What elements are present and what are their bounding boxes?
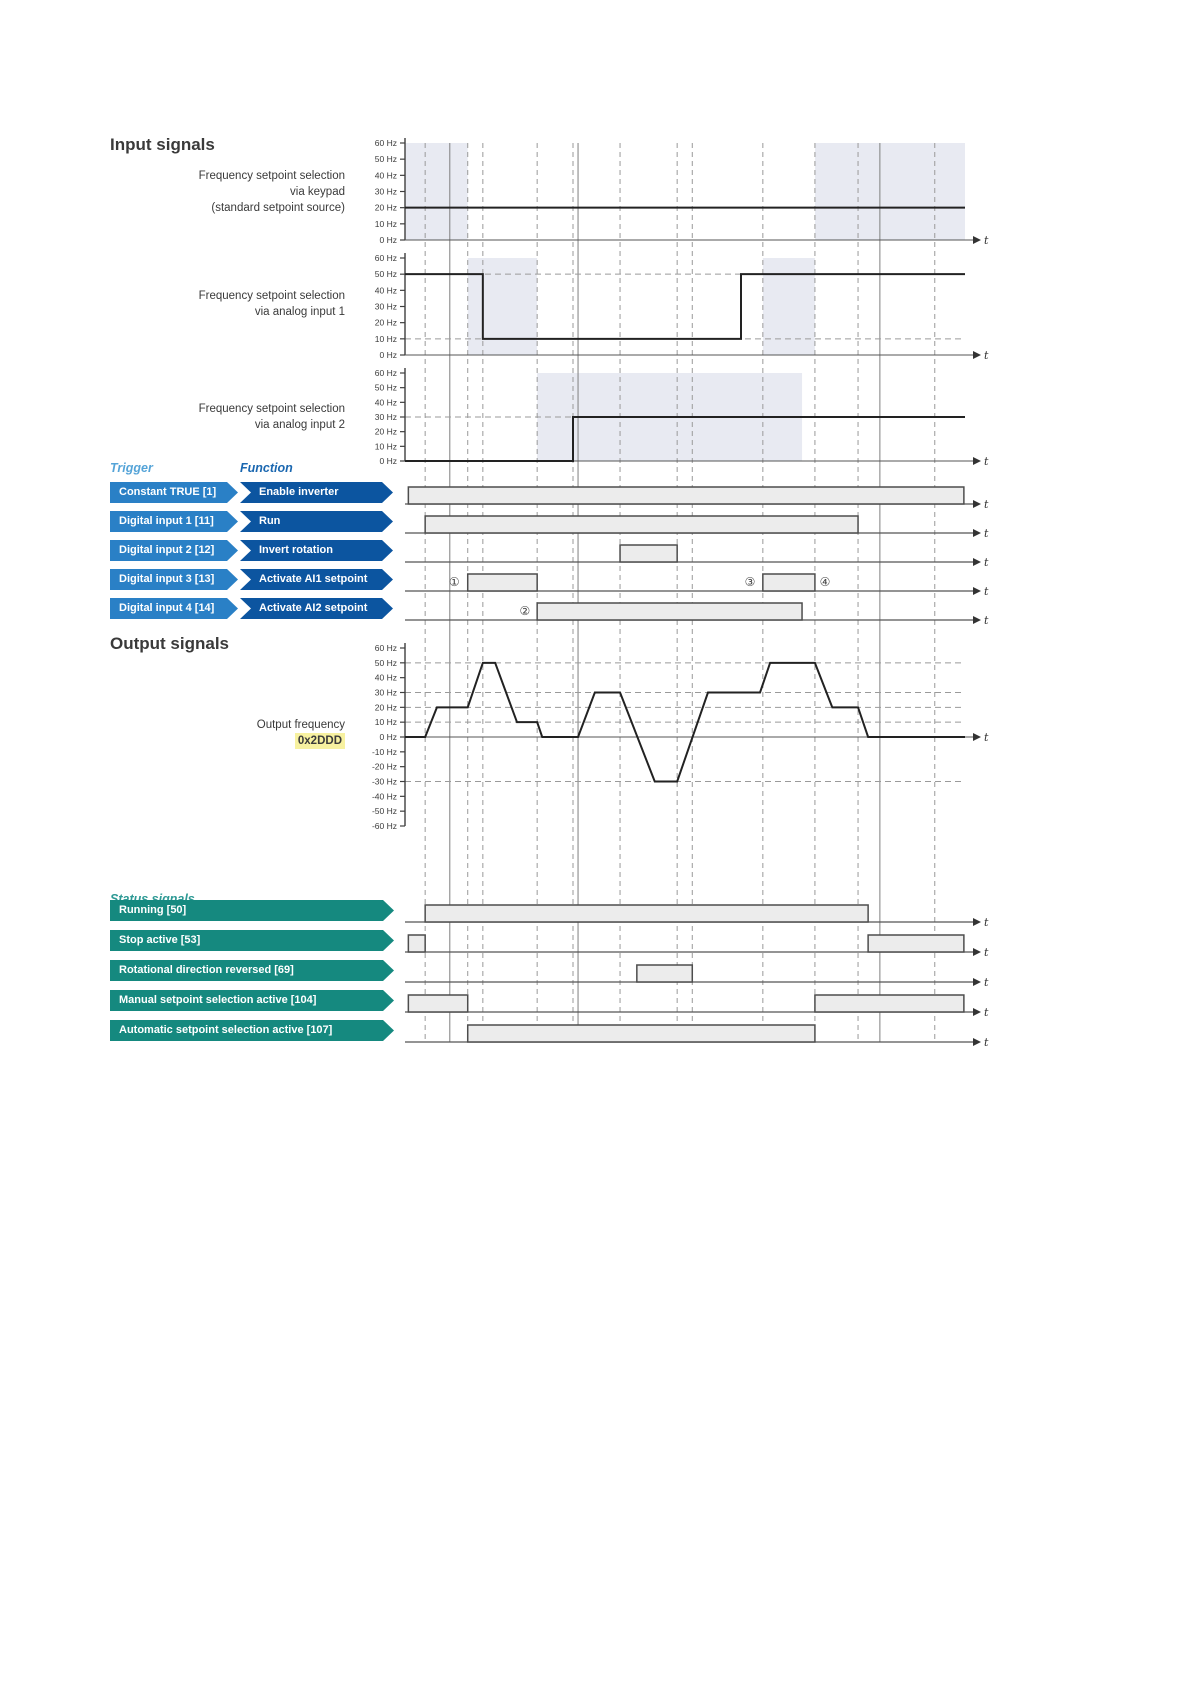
status-stop-active: Stop active [53]: [110, 930, 394, 951]
label-line: Frequency setpoint selection: [198, 170, 345, 182]
svg-text:t: t: [984, 1036, 989, 1049]
svg-text:③: ③: [745, 575, 756, 589]
svg-text:60 Hz: 60 Hz: [375, 253, 397, 263]
label-line: via analog input 1: [254, 306, 345, 318]
svg-text:50 Hz: 50 Hz: [375, 383, 397, 393]
svg-text:t: t: [984, 455, 989, 468]
parameter-code-badge: 0x2DDD: [294, 733, 345, 749]
svg-text:t: t: [984, 946, 989, 959]
svg-text:-60 Hz: -60 Hz: [372, 821, 397, 831]
keypad-setpoint-label: Frequency setpoint selection via keypad …: [100, 168, 345, 216]
svg-text:0 Hz: 0 Hz: [380, 350, 397, 360]
svg-text:20 Hz: 20 Hz: [375, 203, 397, 213]
svg-text:-20 Hz: -20 Hz: [372, 762, 397, 772]
trigger-constant-true: Constant TRUE [1]: [110, 482, 238, 503]
trigger-digital-input-4: Digital input 4 [14]: [110, 598, 238, 619]
svg-text:30 Hz: 30 Hz: [375, 302, 397, 312]
svg-text:①: ①: [449, 575, 460, 589]
trigger-column-heading: Trigger: [110, 461, 153, 475]
svg-text:30 Hz: 30 Hz: [375, 187, 397, 197]
input-signals-heading: Input signals: [110, 135, 215, 154]
svg-text:20 Hz: 20 Hz: [375, 702, 397, 712]
svg-text:-10 Hz: -10 Hz: [372, 747, 397, 757]
svg-text:50 Hz: 50 Hz: [375, 154, 397, 164]
svg-text:④: ④: [820, 575, 831, 589]
label-line: Frequency setpoint selection: [198, 290, 345, 302]
svg-text:0 Hz: 0 Hz: [380, 456, 397, 466]
function-run: Run: [240, 511, 393, 532]
svg-text:10 Hz: 10 Hz: [375, 219, 397, 229]
label-line: via analog input 2: [254, 419, 345, 431]
svg-text:t: t: [984, 527, 989, 540]
label-line: via keypad: [290, 186, 345, 198]
svg-text:t: t: [984, 976, 989, 989]
function-activate-ai2-setpoint: Activate AI2 setpoint: [240, 598, 393, 619]
trigger-digital-input-3: Digital input 3 [13]: [110, 569, 238, 590]
svg-text:t: t: [984, 916, 989, 929]
output-signals-heading: Output signals: [110, 634, 229, 653]
svg-text:60 Hz: 60 Hz: [375, 643, 397, 653]
svg-text:0 Hz: 0 Hz: [380, 235, 397, 245]
function-activate-ai1-setpoint: Activate AI1 setpoint: [240, 569, 393, 590]
trigger-digital-input-2: Digital input 2 [12]: [110, 540, 238, 561]
status-manual-setpoint-active: Manual setpoint selection active [104]: [110, 990, 394, 1011]
svg-text:30 Hz: 30 Hz: [375, 688, 397, 698]
svg-text:30 Hz: 30 Hz: [375, 412, 397, 422]
svg-text:10 Hz: 10 Hz: [375, 441, 397, 451]
svg-text:10 Hz: 10 Hz: [375, 717, 397, 727]
svg-text:t: t: [984, 585, 989, 598]
label-line: (standard setpoint source): [211, 202, 345, 214]
svg-text:40 Hz: 40 Hz: [375, 170, 397, 180]
analog-input2-setpoint-label: Frequency setpoint selection via analog …: [100, 401, 345, 433]
trigger-digital-input-1: Digital input 1 [11]: [110, 511, 238, 532]
label-line: 0x2DDD: [100, 733, 345, 749]
svg-text:40 Hz: 40 Hz: [375, 397, 397, 407]
svg-text:20 Hz: 20 Hz: [375, 427, 397, 437]
output-frequency-label: Output frequency 0x2DDD: [100, 717, 345, 749]
label-line: Frequency setpoint selection: [198, 403, 345, 415]
svg-text:-40 Hz: -40 Hz: [372, 791, 397, 801]
svg-text:t: t: [984, 731, 989, 744]
svg-text:50 Hz: 50 Hz: [375, 658, 397, 668]
status-automatic-setpoint-active: Automatic setpoint selection active [107…: [110, 1020, 394, 1041]
status-rotation-reversed: Rotational direction reversed [69]: [110, 960, 394, 981]
svg-text:t: t: [984, 498, 989, 511]
svg-text:t: t: [984, 234, 989, 247]
svg-text:50 Hz: 50 Hz: [375, 269, 397, 279]
function-enable-inverter: Enable inverter: [240, 482, 393, 503]
svg-text:t: t: [984, 1006, 989, 1019]
svg-text:10 Hz: 10 Hz: [375, 334, 397, 344]
svg-text:40 Hz: 40 Hz: [375, 673, 397, 683]
analog-input1-setpoint-label: Frequency setpoint selection via analog …: [100, 288, 345, 320]
function-invert-rotation: Invert rotation: [240, 540, 393, 561]
svg-text:20 Hz: 20 Hz: [375, 318, 397, 328]
label-line: Output frequency: [256, 719, 345, 731]
status-running: Running [50]: [110, 900, 394, 921]
svg-text:-50 Hz: -50 Hz: [372, 806, 397, 816]
svg-text:60 Hz: 60 Hz: [375, 138, 397, 148]
svg-text:t: t: [984, 556, 989, 569]
svg-text:t: t: [984, 614, 989, 627]
svg-text:t: t: [984, 349, 989, 362]
timing-diagram: 60 Hz 50 Hz 40 Hz 30 Hz 20 Hz 10 Hz 0 Hz t 60 Hz…: [372, 138, 989, 1049]
function-column-heading: Function: [240, 461, 293, 475]
svg-text:60 Hz: 60 Hz: [375, 368, 397, 378]
svg-text:40 Hz: 40 Hz: [375, 285, 397, 295]
svg-text:②: ②: [519, 604, 530, 618]
svg-text:0 Hz: 0 Hz: [380, 732, 397, 742]
svg-text:-30 Hz: -30 Hz: [372, 777, 397, 787]
